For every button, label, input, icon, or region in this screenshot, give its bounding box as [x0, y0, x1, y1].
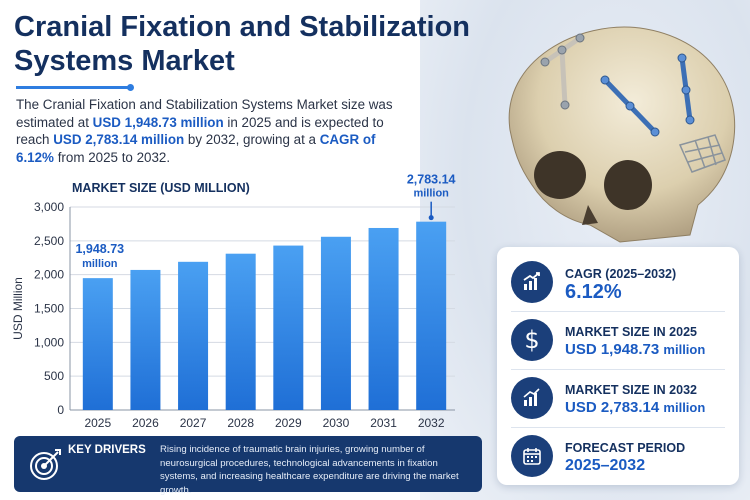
data-label: 2,783.14 — [407, 173, 456, 187]
bar — [130, 269, 161, 410]
key-drivers-panel: KEY DRIVERS Rising incidence of traumati… — [14, 436, 482, 496]
bar — [368, 227, 399, 410]
x-tick-label: 2026 — [132, 416, 159, 430]
summary-text-4: from 2025 to 2032. — [53, 149, 171, 165]
stat-market-2025: $ MARKET SIZE IN 2025 USD 1,948.73 milli… — [497, 313, 739, 371]
y-tick-label: 2,000 — [34, 268, 64, 282]
page-title: Cranial Fixation and Stabilization Syste… — [14, 11, 470, 77]
bar — [82, 278, 113, 410]
chart-title: MARKET SIZE (USD MILLION) — [72, 181, 250, 195]
summary-highlight-cagr: CAGR of 6.12% — [16, 132, 376, 165]
summary-text-3: by 2032, growing at a — [184, 132, 320, 147]
bar — [416, 221, 447, 410]
stat-2032-unit: million — [663, 400, 706, 415]
summary-text-1: The Cranial Fixation and Stabilization S… — [16, 97, 393, 130]
data-label: 1,948.73 — [75, 242, 124, 256]
stat-cagr-value: 6.12% — [565, 281, 622, 303]
growth-chart-icon — [511, 261, 553, 303]
stat-market-2032: MARKET SIZE IN 2032 USD 2,783.14 million — [497, 371, 739, 429]
skull-illustration — [470, 20, 750, 245]
y-tick-label: 3,000 — [34, 200, 64, 214]
stats-divider — [511, 311, 725, 312]
stat-forecast-label: FORECAST PERIOD — [565, 441, 686, 455]
stat-2025-value: USD 1,948.73 — [565, 341, 660, 358]
stat-2025-unit: million — [663, 342, 706, 357]
market-size-chart: 0 500 1,000 1,500 2,000 2,500 3,000 USD Million… — [11, 173, 456, 430]
data-label-dot — [428, 215, 434, 221]
stat-forecast: FORECAST PERIOD 2025–2032 — [497, 429, 739, 487]
x-tick-label: 2029 — [275, 416, 302, 430]
stat-2032-value: USD 2,783.14 — [565, 399, 660, 416]
market-summary: The Cranial Fixation and Stabilization S… — [16, 96, 396, 166]
bar-chart-icon — [511, 377, 553, 419]
bar — [178, 261, 209, 410]
data-label-unit: million — [82, 258, 118, 270]
stats-divider — [511, 369, 725, 370]
key-drivers-label: KEY DRIVERS — [68, 444, 146, 456]
data-label-unit: million — [413, 188, 449, 200]
x-tick-label: 2030 — [323, 416, 350, 430]
stat-2032-label: MARKET SIZE IN 2032 — [565, 383, 697, 397]
y-tick-label: 500 — [44, 369, 64, 383]
stat-forecast-value: 2025–2032 — [565, 457, 646, 474]
stats-divider — [511, 427, 725, 428]
stat-cagr: CAGR (2025–2032) 6.12% — [497, 255, 739, 313]
y-tick-label: 1,500 — [34, 302, 64, 316]
y-tick-label: 0 — [57, 403, 64, 417]
bar — [273, 245, 304, 410]
x-tick-label: 2028 — [227, 416, 254, 430]
x-tick-label: 2027 — [180, 416, 207, 430]
calendar-icon — [511, 435, 553, 477]
y-tick-label: 2,500 — [34, 234, 64, 248]
stats-panel: CAGR (2025–2032) 6.12% $ MARKET SIZE IN … — [497, 247, 739, 485]
key-drivers-text: Rising incidence of traumatic brain inju… — [160, 444, 459, 496]
dollar-icon: $ — [511, 319, 553, 361]
y-axis-label: USD Million — [11, 277, 25, 340]
summary-highlight-2025: USD 1,948.73 million — [92, 114, 224, 130]
stat-2025-value-wrap: USD 1,948.73 million — [565, 341, 705, 358]
target-icon — [26, 444, 66, 484]
bar — [225, 253, 256, 410]
stat-cagr-label: CAGR (2025–2032) — [565, 267, 677, 281]
bar — [320, 236, 351, 410]
y-tick-label: 1,000 — [34, 335, 64, 349]
x-tick-label: 2025 — [84, 416, 111, 430]
summary-text-2: in 2025 and is expected to reach — [16, 114, 384, 148]
stat-2032-value-wrap: USD 2,783.14 million — [565, 399, 705, 416]
x-tick-label: 2031 — [370, 416, 397, 430]
x-tick-label: 2032 — [418, 416, 445, 430]
stat-2025-label: MARKET SIZE IN 2025 — [565, 325, 697, 339]
title-underline — [16, 84, 134, 91]
summary-highlight-2032: USD 2,783.14 million — [53, 132, 185, 147]
